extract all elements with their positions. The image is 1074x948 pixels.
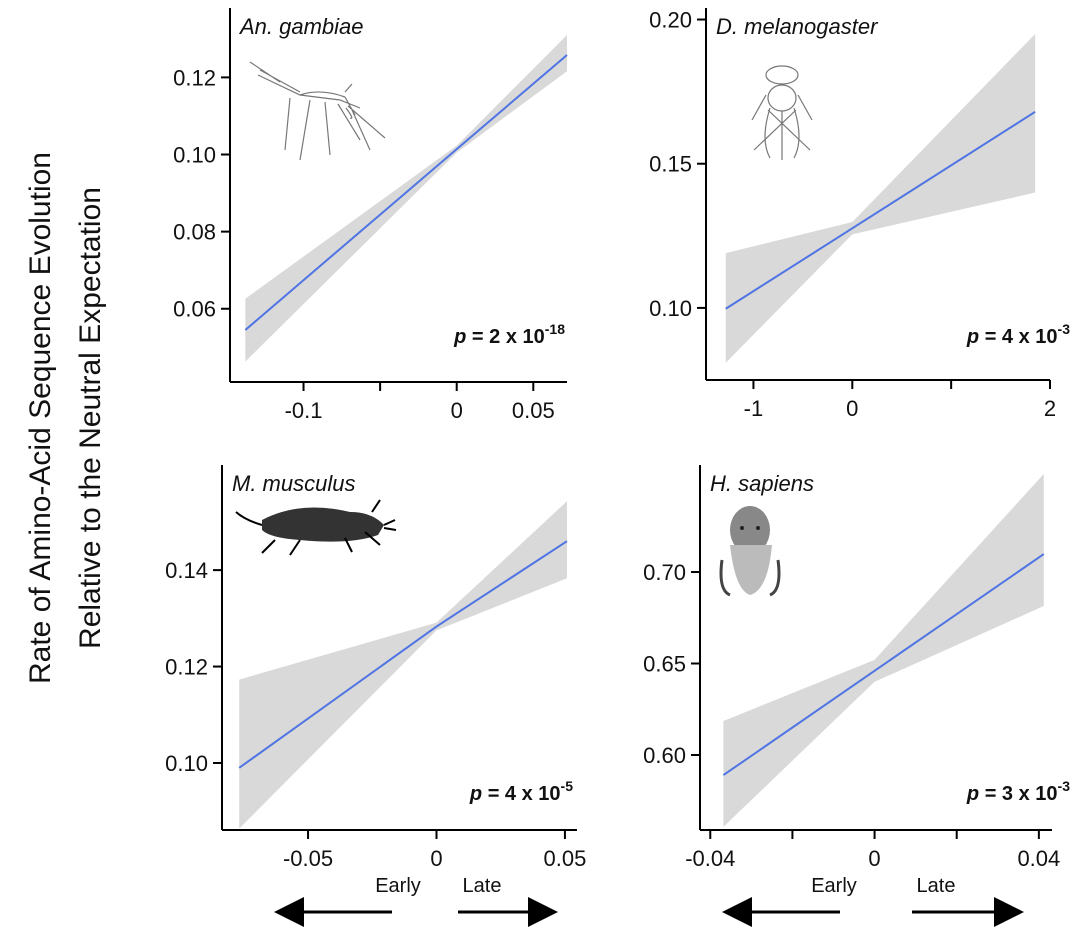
x-tick-label: 2 [1044, 396, 1056, 421]
fly-sketch [751, 65, 813, 160]
y-axis-label: Rate of Amino-Acid Sequence Evolution [24, 152, 57, 684]
p-exponent: -3 [1058, 321, 1071, 337]
direction-label: Late [917, 875, 956, 897]
x-tick-label: 0.04 [1017, 846, 1060, 871]
x-tick-label: 0 [451, 398, 463, 423]
p-text: = 4 x 10 [979, 326, 1057, 348]
x-tick-label: 0 [868, 846, 880, 871]
p-exponent: -18 [545, 321, 565, 337]
x-tick-label: -0.05 [283, 846, 333, 871]
mouse-sketch [235, 499, 397, 556]
panel-title: An. gambiae [238, 14, 364, 39]
p-exponent: -5 [561, 778, 574, 794]
portrait-sketch [719, 506, 781, 597]
y-tick-label: 0.60 [643, 743, 686, 768]
y-tick-label: 0.10 [649, 296, 692, 321]
fit-line [722, 553, 1045, 776]
mosquito-sketch [249, 61, 386, 161]
direction-label: Early [375, 875, 421, 897]
y-tick-label: 0.15 [649, 152, 692, 177]
p-value-annotation: p = 4 x 10-3 [966, 321, 1070, 348]
confidence-band [725, 33, 1036, 363]
x-tick-label: 0 [430, 846, 442, 871]
y-tick-label: 0.12 [165, 655, 208, 680]
x-tick-label: 0.05 [544, 846, 587, 871]
x-tick-label: -1 [744, 396, 764, 421]
y-tick-label: 0.10 [173, 143, 216, 168]
y-tick-label: 0.70 [643, 560, 686, 585]
p-exponent: -3 [1058, 778, 1071, 794]
fit-line [244, 54, 568, 331]
y-tick-label: 0.65 [643, 652, 686, 677]
confidence-band [245, 34, 567, 362]
p-symbol: p [966, 783, 979, 805]
y-tick-label: 0.12 [173, 65, 216, 90]
x-tick-label: -0.04 [685, 846, 735, 871]
panel-title: D. melanogaster [716, 14, 879, 39]
y-tick-label: 0.20 [649, 8, 692, 33]
p-symbol: p [453, 326, 466, 348]
fit-line [725, 110, 1036, 310]
x-tick-label: -0.1 [285, 398, 323, 423]
x-tick-label: 0.05 [512, 398, 555, 423]
p-text: = 3 x 10 [979, 783, 1057, 805]
fit-line [238, 540, 568, 769]
x-tick-label: 0 [846, 396, 858, 421]
p-symbol: p [469, 783, 482, 805]
y-tick-label: 0.10 [165, 751, 208, 776]
p-text: = 4 x 10 [482, 783, 560, 805]
direction-label: Late [463, 875, 502, 897]
p-value-annotation: p = 4 x 10-5 [469, 778, 573, 805]
p-text: = 2 x 10 [466, 326, 544, 348]
p-symbol: p [966, 326, 979, 348]
confidence-band [723, 473, 1044, 827]
p-value-annotation: p = 2 x 10-18 [453, 321, 565, 348]
y-axis-label: Relative to the Neutral Expectation [74, 187, 107, 649]
y-tick-label: 0.08 [173, 220, 216, 245]
confidence-band [239, 501, 567, 829]
y-tick-label: 0.06 [173, 297, 216, 322]
direction-label: Early [811, 875, 857, 897]
y-tick-label: 0.14 [165, 558, 208, 583]
panel-title: M. musculus [232, 471, 355, 496]
p-value-annotation: p = 3 x 10-3 [966, 778, 1070, 805]
panel-title: H. sapiens [710, 471, 814, 496]
